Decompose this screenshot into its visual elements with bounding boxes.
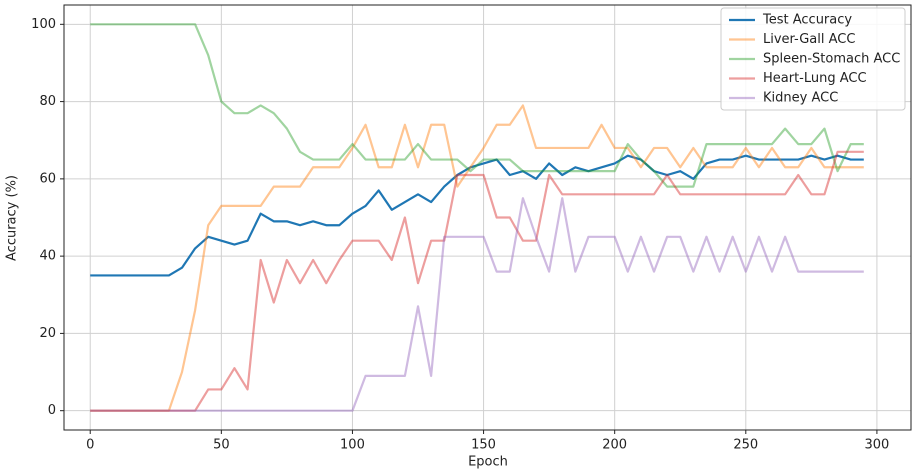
legend-label: Heart-Lung ACC: [763, 71, 867, 86]
y-tick-label: 20: [39, 326, 56, 341]
x-tick-label: 200: [602, 438, 627, 453]
legend-box: [720, 7, 906, 111]
legend-label: Liver-Gall ACC: [763, 32, 855, 47]
legend: Test Accuracy Liver-Gall ACC Spleen-Stomac…: [720, 7, 906, 111]
x-axis-label: Epoch: [468, 455, 508, 470]
legend-label: Test Accuracy: [762, 13, 852, 28]
y-axis-label: Accuracy (%): [5, 175, 20, 261]
series-line: [90, 104, 864, 412]
x-tick-label: 100: [340, 438, 365, 453]
legend-label: Spleen-Stomach ACC: [763, 52, 900, 67]
y-tick-label: 60: [39, 171, 56, 186]
x-tick-label: 150: [471, 438, 496, 453]
y-tick-label: 100: [31, 17, 56, 32]
legend-label: Kidney ACC: [763, 91, 838, 106]
y-tick-label: 40: [39, 249, 56, 264]
x-tick-label: 300: [864, 438, 889, 453]
y-tick-label: 80: [39, 94, 56, 109]
y-tick-label: 0: [48, 403, 56, 418]
x-tick-label: 50: [213, 438, 230, 453]
series-line: [90, 150, 864, 412]
series-line: [90, 23, 864, 188]
x-tick-label: 0: [86, 438, 94, 453]
series-line: [90, 197, 864, 412]
plot-frame: [63, 4, 912, 431]
series-line: [90, 154, 864, 277]
x-tick-label: 250: [733, 438, 758, 453]
